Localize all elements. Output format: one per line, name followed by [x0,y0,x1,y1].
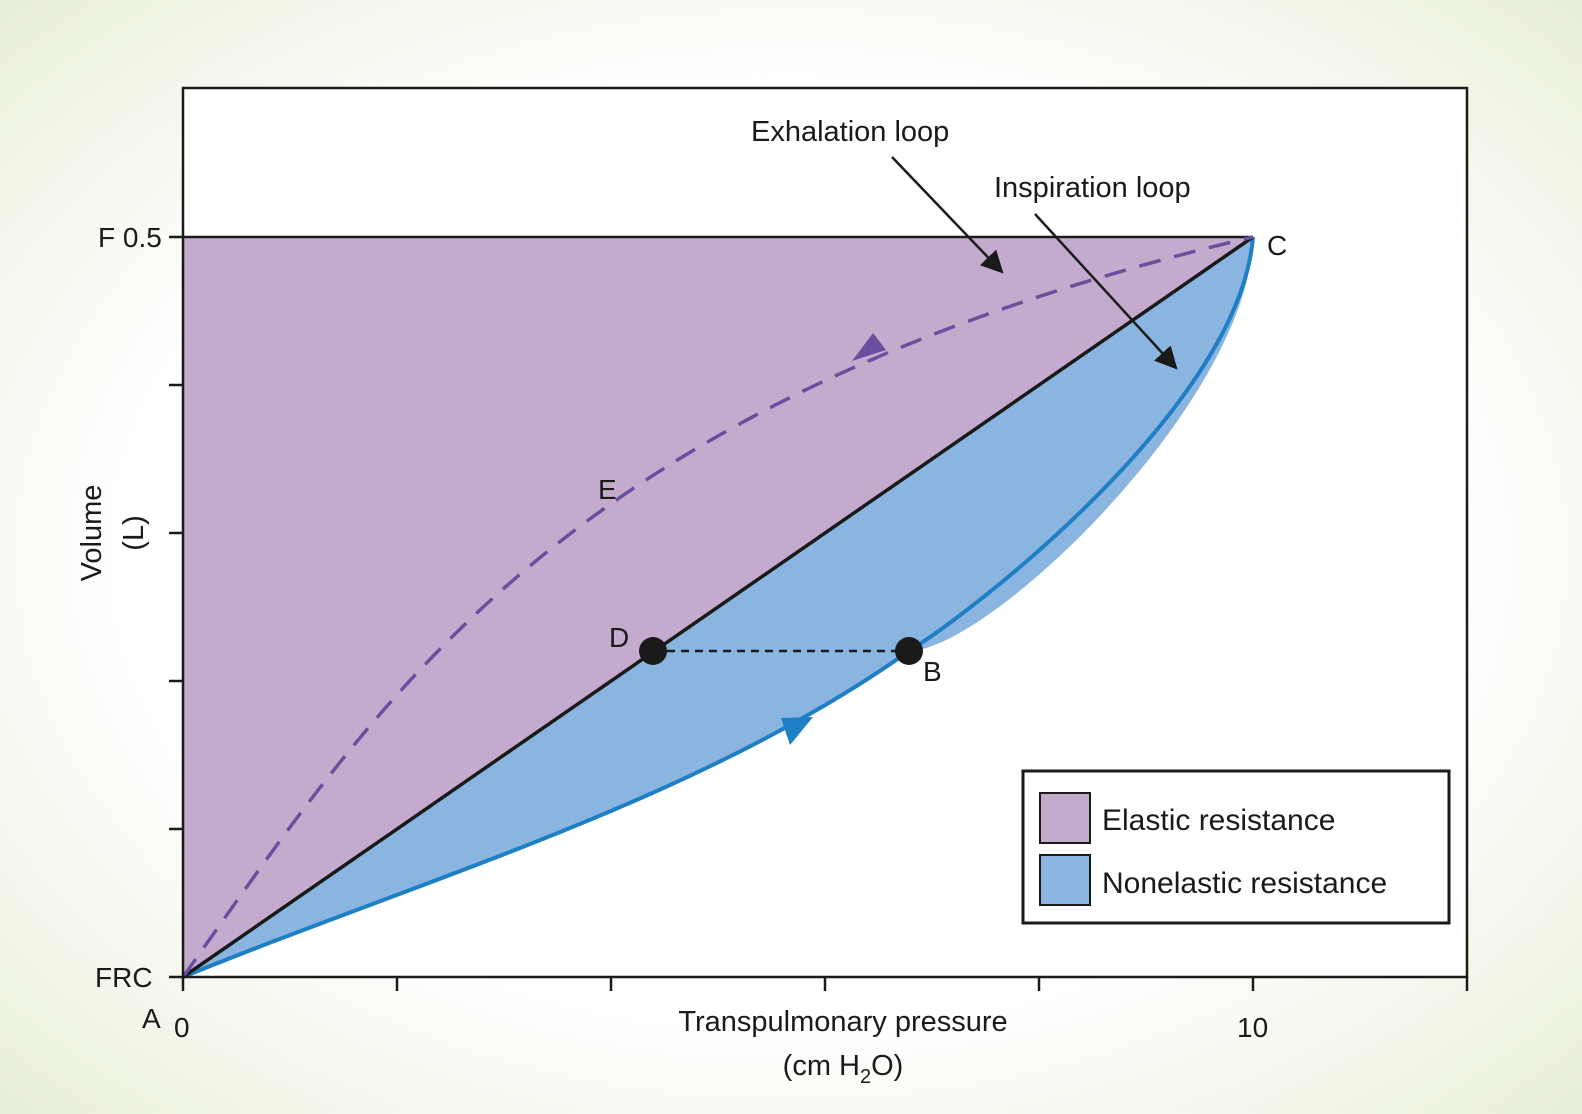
inspiration-curve [182,236,1255,979]
inspiration-direction-arrow [781,717,813,745]
y-axis-units: (L) [118,515,150,550]
inspiration-pointer-arrow [1034,213,1178,370]
legend-box [1021,769,1451,925]
legend-nonelastic-swatch [1039,854,1091,906]
point-d-marker [639,637,667,665]
exhalation-direction-arrow [852,333,886,361]
inspiration-loop-label: Inspiration loop [994,172,1191,204]
compliance-line [182,235,1254,979]
y-axis-title: Volume [76,485,108,582]
point-e-label: E [598,474,617,505]
x-axis-units: (cm H2O) [783,1050,904,1088]
legend: Elastic resistance Nonelastic resistance [1021,769,1451,925]
point-a-label: A [142,1003,161,1034]
x-tick-10-label: 10 [1237,1012,1268,1043]
legend-elastic-swatch [1039,792,1091,844]
x-axis-ticks [181,977,1469,991]
x-axis-title: Transpulmonary pressure [678,1006,1007,1038]
y-axis-ticks [169,235,183,979]
point-b-marker [895,637,923,665]
exhalation-loop-label: Exhalation loop [751,116,949,148]
point-b-label: B [923,656,942,687]
point-c-label: C [1267,230,1287,261]
point-d-label: D [609,622,629,653]
legend-elastic-label: Elastic resistance [1102,804,1335,837]
exhalation-curve [181,235,1254,979]
exhalation-pointer-arrow [891,156,1004,274]
legend-nonelastic-label: Nonelastic resistance [1102,867,1387,900]
y-bottom-tick-label: FRC [95,962,153,993]
y-top-tick-label: F 0.5 [98,222,162,253]
x-tick-0-label: 0 [174,1012,190,1043]
